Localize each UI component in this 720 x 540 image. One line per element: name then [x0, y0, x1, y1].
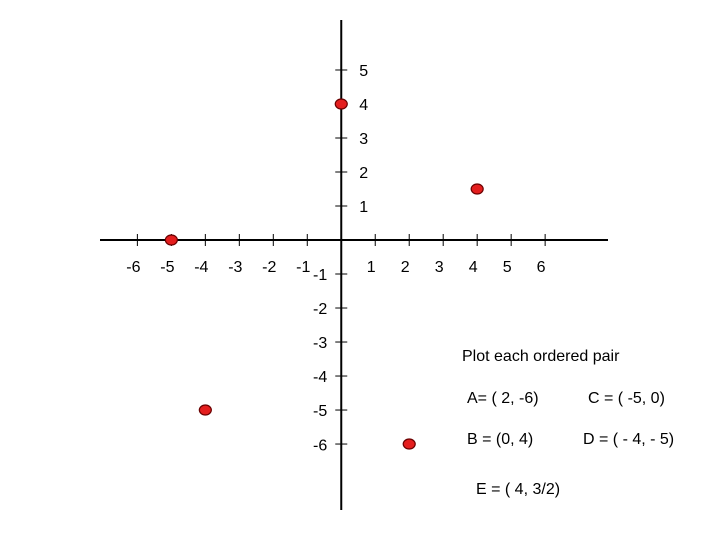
point	[164, 234, 178, 246]
y-tick-label: 4	[359, 97, 368, 114]
x-tick-label: -3	[228, 259, 242, 276]
y-tick-label: -3	[313, 335, 327, 352]
y-tick-label: -5	[313, 403, 327, 420]
x-tick-label: 4	[469, 259, 478, 276]
y-tick-label: -6	[313, 437, 327, 454]
y-tick-label: 3	[359, 131, 368, 148]
x-tick-label: -6	[126, 259, 140, 276]
x-tick-label: 6	[537, 259, 546, 276]
annotation: E = ( 4, 3/2)	[476, 481, 560, 498]
y-tick-label: -2	[313, 301, 327, 318]
annotation: A= ( 2, -6)	[467, 390, 539, 407]
x-tick-label: 2	[401, 259, 410, 276]
annotation: D = ( - 4, - 5)	[583, 431, 674, 448]
y-tick-label: 1	[359, 199, 368, 216]
x-tick-label: 5	[503, 259, 512, 276]
point	[470, 183, 484, 195]
y-tick-label: 2	[359, 165, 368, 182]
x-tick-label: -1	[296, 259, 310, 276]
y-tick-label: -1	[313, 267, 327, 284]
x-tick-label: 3	[435, 259, 444, 276]
x-tick-label: -4	[194, 259, 208, 276]
x-tick-label: -2	[262, 259, 276, 276]
point	[402, 438, 416, 450]
y-tick-label: -4	[313, 369, 327, 386]
point	[334, 98, 348, 110]
annotation: B = (0, 4)	[467, 431, 533, 448]
y-tick-label: 5	[359, 63, 368, 80]
x-tick-label: -5	[160, 259, 174, 276]
point	[198, 404, 212, 416]
annotation: Plot each ordered pair	[462, 348, 620, 365]
annotation: C = ( -5, 0)	[588, 390, 665, 407]
x-tick-label: 1	[367, 259, 376, 276]
